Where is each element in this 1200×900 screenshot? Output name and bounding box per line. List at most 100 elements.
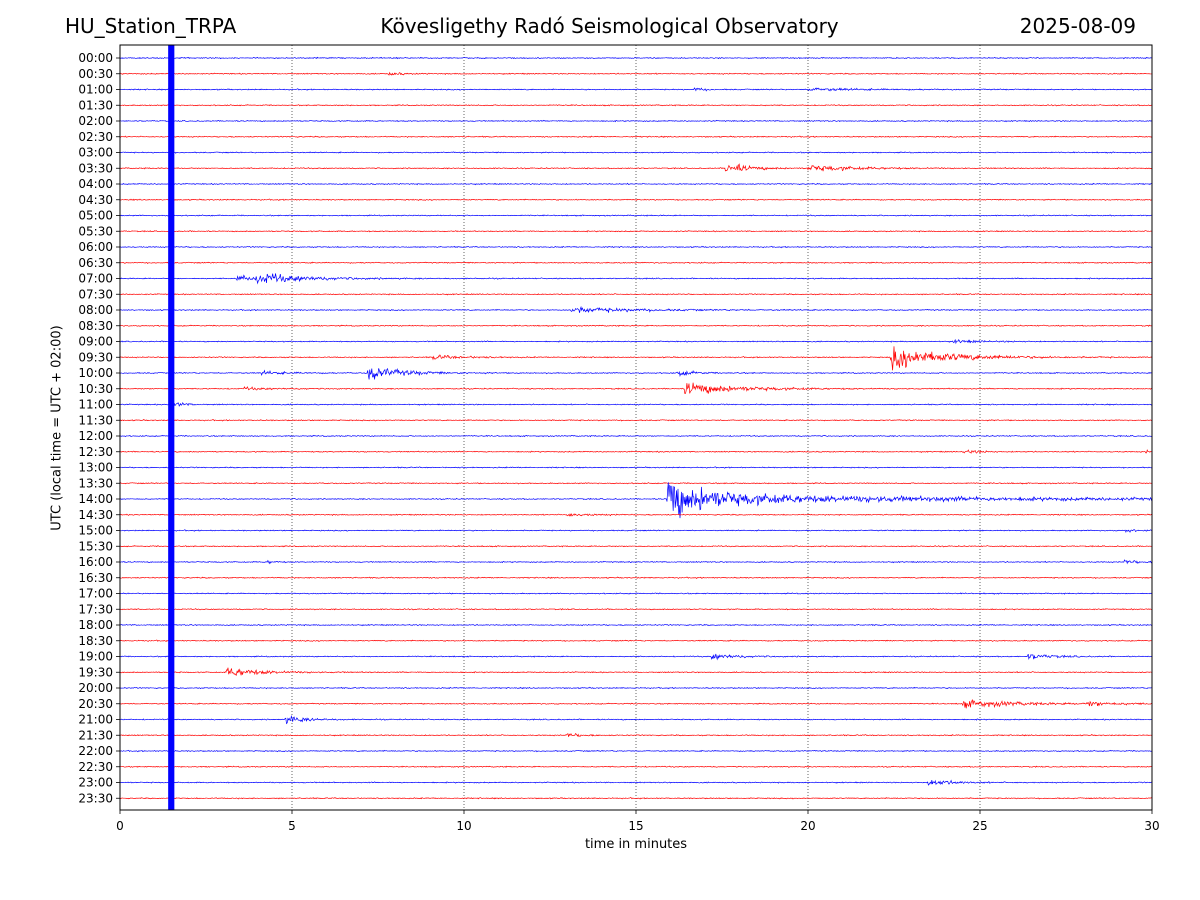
y-tick-label: 23:30 xyxy=(78,791,113,805)
y-tick-label: 11:30 xyxy=(78,413,113,427)
station-name: HU_Station_TRPA xyxy=(65,14,237,38)
trace-0330 xyxy=(119,163,1153,172)
trace-0830 xyxy=(119,324,1153,327)
trace-1230 xyxy=(119,449,1153,454)
y-tick-label: 18:00 xyxy=(78,618,113,632)
trace-lines xyxy=(119,56,1153,800)
y-tick-label: 07:30 xyxy=(78,287,113,301)
trace-0530 xyxy=(119,230,1153,233)
y-tick-label: 20:00 xyxy=(78,681,113,695)
x-tick-label: 20 xyxy=(800,819,815,833)
y-tick-label: 07:00 xyxy=(78,272,113,286)
trace-0800 xyxy=(119,305,1153,314)
trace-2300 xyxy=(119,779,1153,786)
y-tick-label: 06:00 xyxy=(78,240,113,254)
y-tick-label: 21:00 xyxy=(78,713,113,727)
x-tick-label: 15 xyxy=(628,819,643,833)
y-tick-label: 14:30 xyxy=(78,508,113,522)
trace-0130 xyxy=(119,104,1153,107)
grid-lines xyxy=(291,45,981,810)
x-tick-labels: 0 5 10 15 20 25 30 xyxy=(116,810,1160,833)
y-tick-label: 19:00 xyxy=(78,650,113,664)
x-tick-label: 10 xyxy=(456,819,471,833)
y-tick-label: 09:00 xyxy=(78,335,113,349)
trace-0630 xyxy=(119,261,1153,264)
trace-0400 xyxy=(119,182,1153,186)
y-tick-label: 14:00 xyxy=(78,492,113,506)
y-tick-label: 10:30 xyxy=(78,382,113,396)
y-tick-label: 21:30 xyxy=(78,728,113,742)
trace-1400 xyxy=(119,482,1153,519)
y-tick-label: 01:30 xyxy=(78,98,113,112)
y-tick-label: 08:30 xyxy=(78,319,113,333)
y-tick-label: 13:30 xyxy=(78,476,113,490)
trace-1930 xyxy=(119,667,1153,676)
y-tick-label: 00:30 xyxy=(78,67,113,81)
y-tick-label: 18:30 xyxy=(78,634,113,648)
x-tick-label: 5 xyxy=(288,819,296,833)
trace-0300 xyxy=(119,151,1153,154)
trace-0930 xyxy=(119,346,1153,371)
x-tick-label: 25 xyxy=(972,819,987,833)
trace-1000 xyxy=(119,367,1153,380)
trace-0200 xyxy=(119,119,1153,123)
trace-1200 xyxy=(119,434,1153,438)
y-tick-label: 03:00 xyxy=(78,146,113,160)
y-tick-label: 11:00 xyxy=(78,398,113,412)
y-tick-label: 22:00 xyxy=(78,744,113,758)
trace-1130 xyxy=(119,419,1153,422)
trace-2000 xyxy=(119,686,1153,690)
trace-2230 xyxy=(119,765,1153,768)
trace-1030 xyxy=(119,382,1153,394)
y-tick-label: 12:30 xyxy=(78,445,113,459)
y-tick-label: 16:30 xyxy=(78,571,113,585)
trace-1700 xyxy=(119,592,1153,595)
trace-0230 xyxy=(119,135,1153,138)
trace-1530 xyxy=(119,545,1153,548)
trace-0500 xyxy=(119,214,1153,217)
y-tick-label: 02:00 xyxy=(78,114,113,128)
x-tick-label: 0 xyxy=(116,819,124,833)
trace-2100 xyxy=(119,715,1153,725)
trace-1330 xyxy=(119,482,1153,485)
y-tick-label: 17:30 xyxy=(78,602,113,616)
y-tick-label: 10:00 xyxy=(78,366,113,380)
y-tick-label: 04:30 xyxy=(78,193,113,207)
y-tick-label: 16:00 xyxy=(78,555,113,569)
y-tick-label: 17:00 xyxy=(78,587,113,601)
chart-date: 2025-08-09 xyxy=(1019,14,1136,38)
y-tick-label: 05:00 xyxy=(78,209,113,223)
y-tick-label: 04:00 xyxy=(78,177,113,191)
y-tick-label: 08:00 xyxy=(78,303,113,317)
trace-0730 xyxy=(119,293,1153,296)
y-axis-label: UTC (local time = UTC + 02:00) xyxy=(49,325,65,531)
trace-1300 xyxy=(119,466,1153,469)
y-tick-label: 00:00 xyxy=(78,51,113,65)
trace-2030 xyxy=(119,699,1153,709)
trace-1600 xyxy=(119,559,1153,565)
y-tick-label: 13:00 xyxy=(78,461,113,475)
trace-1900 xyxy=(119,653,1153,661)
y-tick-label: 02:30 xyxy=(78,130,113,144)
y-tick-label: 12:00 xyxy=(78,429,113,443)
y-tick-label: 01:00 xyxy=(78,83,113,97)
trace-1500 xyxy=(119,529,1153,533)
y-tick-label: 15:30 xyxy=(78,539,113,553)
trace-2330 xyxy=(119,797,1153,800)
y-tick-label: 05:30 xyxy=(78,224,113,238)
y-tick-label: 09:30 xyxy=(78,350,113,364)
trace-0100 xyxy=(119,87,1153,92)
trace-0900 xyxy=(119,338,1153,345)
x-axis-label: time in minutes xyxy=(584,837,688,852)
y-tick-label: 20:30 xyxy=(78,697,113,711)
trace-0700 xyxy=(119,273,1153,285)
y-tick-label: 03:30 xyxy=(78,161,113,175)
trace-1730 xyxy=(119,608,1153,611)
trace-0600 xyxy=(119,245,1153,249)
trace-0000 xyxy=(119,56,1153,60)
trace-0430 xyxy=(119,198,1153,201)
trace-2130 xyxy=(119,733,1153,738)
trace-1430 xyxy=(119,513,1153,517)
